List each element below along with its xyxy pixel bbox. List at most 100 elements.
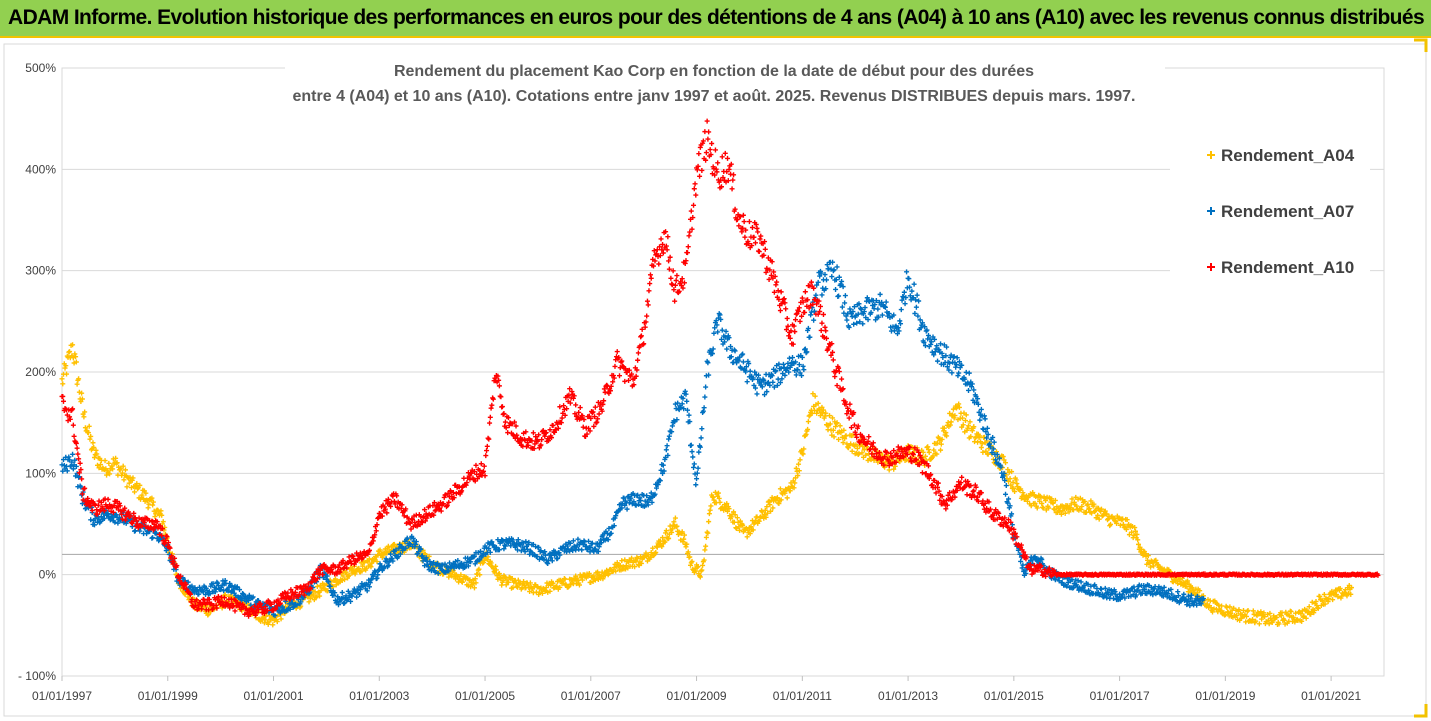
data-point	[979, 441, 985, 447]
data-point	[294, 602, 300, 608]
data-point	[915, 313, 921, 319]
data-point	[746, 241, 752, 247]
data-point	[719, 154, 725, 160]
data-point	[150, 499, 156, 505]
data-point	[143, 490, 149, 496]
data-point	[1003, 520, 1009, 526]
data-point	[77, 460, 83, 466]
data-point	[338, 566, 344, 572]
data-point	[1040, 504, 1046, 510]
data-point	[672, 282, 678, 288]
data-point	[601, 386, 607, 392]
data-point	[1234, 612, 1240, 618]
data-point	[714, 322, 720, 328]
data-point	[700, 562, 706, 568]
data-point	[895, 325, 901, 331]
data-point	[562, 412, 568, 418]
data-point	[954, 355, 960, 361]
data-point	[1052, 497, 1058, 503]
data-point	[940, 354, 946, 360]
data-point	[683, 258, 689, 264]
data-point	[361, 560, 367, 566]
data-point	[246, 592, 252, 598]
data-point	[370, 538, 376, 544]
data-point	[407, 520, 413, 526]
data-point	[819, 292, 825, 298]
data-point	[385, 496, 391, 502]
data-point	[871, 454, 877, 460]
data-point	[1133, 592, 1139, 598]
data-point	[966, 387, 972, 393]
y-tick-label: 200%	[25, 365, 56, 379]
data-point	[956, 404, 962, 410]
data-point	[1120, 521, 1126, 527]
data-point	[736, 223, 742, 229]
data-point	[688, 562, 694, 568]
data-point	[450, 490, 456, 496]
data-point	[772, 273, 778, 279]
data-point	[153, 511, 159, 517]
data-point	[390, 558, 396, 564]
data-point	[886, 311, 892, 317]
data-point	[715, 160, 721, 166]
data-point	[619, 558, 625, 564]
data-point	[870, 443, 876, 449]
data-point	[875, 306, 881, 312]
data-point	[724, 501, 730, 507]
data-point	[822, 413, 828, 419]
data-point	[934, 343, 940, 349]
data-point	[612, 515, 618, 521]
data-point	[678, 279, 684, 285]
data-point	[352, 571, 358, 577]
data-point	[746, 219, 752, 225]
data-point	[215, 580, 221, 586]
data-point	[751, 382, 757, 388]
data-point	[318, 588, 324, 594]
data-point	[922, 343, 928, 349]
data-point	[939, 493, 945, 499]
data-point	[547, 588, 553, 594]
data-point	[639, 326, 645, 332]
data-point	[663, 528, 669, 534]
data-point	[1102, 508, 1108, 514]
data-point	[311, 571, 317, 577]
data-point	[664, 247, 670, 253]
data-point	[691, 202, 697, 208]
data-point	[904, 451, 910, 457]
data-point	[471, 469, 477, 475]
data-point	[689, 558, 695, 564]
data-point	[712, 325, 718, 331]
data-point	[728, 161, 734, 167]
data-point	[1303, 615, 1309, 621]
data-point	[645, 302, 651, 308]
data-point	[672, 515, 678, 521]
data-point	[808, 309, 814, 315]
data-point	[799, 313, 805, 319]
data-point	[68, 463, 74, 469]
data-point	[768, 508, 774, 514]
data-point	[783, 306, 789, 312]
data-point	[145, 505, 151, 511]
data-point	[594, 419, 600, 425]
data-point	[693, 568, 699, 574]
data-point	[1012, 530, 1018, 536]
data-point	[635, 555, 641, 561]
data-point	[987, 506, 993, 512]
data-point	[829, 341, 835, 347]
data-point	[855, 311, 861, 317]
data-point	[938, 447, 944, 453]
data-point	[270, 622, 276, 628]
data-point	[699, 426, 705, 432]
data-point	[113, 455, 119, 461]
data-point	[550, 580, 556, 586]
data-point	[742, 234, 748, 240]
data-point	[737, 214, 743, 220]
data-point	[654, 247, 660, 253]
data-point	[225, 588, 231, 594]
data-point	[1208, 605, 1214, 611]
banner-title: ADAM Informe. Evolution historique des p…	[8, 6, 1425, 29]
data-point	[819, 404, 825, 410]
data-point	[577, 405, 583, 411]
data-point	[1330, 597, 1336, 603]
data-point	[150, 502, 156, 508]
